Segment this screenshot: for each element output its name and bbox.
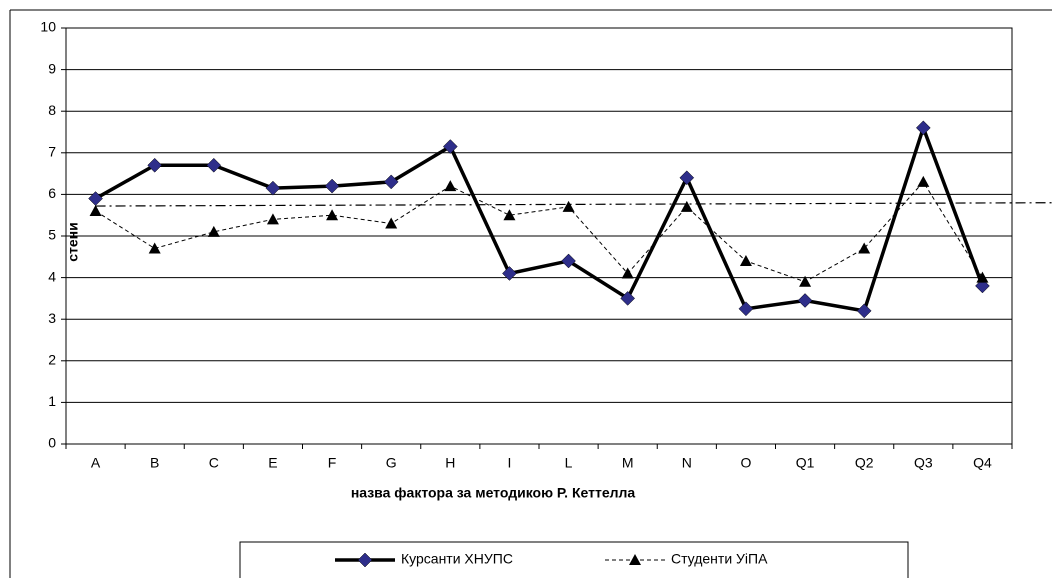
data-point	[89, 205, 102, 217]
x-tick-label: F	[328, 455, 337, 471]
y-tick-label: 8	[48, 102, 56, 118]
y-tick-label: 0	[48, 435, 56, 451]
y-tick-label: 2	[48, 352, 56, 368]
data-point	[799, 275, 812, 287]
legend-box	[239, 541, 909, 583]
x-tick-label: C	[209, 455, 219, 471]
x-tick-label: O	[740, 455, 751, 471]
x-tick-label: Q4	[973, 455, 992, 471]
data-point	[976, 271, 989, 283]
data-point	[503, 209, 516, 221]
y-tick-label: 7	[48, 144, 56, 160]
y-tick-label: 9	[48, 60, 56, 76]
x-tick-label: E	[268, 455, 277, 471]
x-tick-label: Q3	[914, 455, 933, 471]
data-point	[385, 217, 398, 229]
data-point	[88, 191, 103, 206]
series-line	[95, 181, 983, 283]
x-tick-label: Q1	[796, 455, 815, 471]
data-point	[502, 266, 517, 281]
x-tick-label: L	[565, 455, 573, 471]
x-tick-label: M	[622, 455, 634, 471]
series-line	[94, 122, 985, 313]
data-point	[680, 200, 693, 212]
y-axis-label: стени	[65, 222, 81, 262]
legend-label: Студенти УіПА	[671, 551, 768, 567]
data-point	[266, 213, 279, 225]
data-point	[207, 225, 220, 237]
y-tick-label: 3	[48, 310, 56, 326]
legend-label: Курсанти ХНУПС	[401, 551, 513, 567]
legend-marker	[357, 552, 373, 568]
data-point	[917, 175, 930, 187]
data-point	[856, 303, 872, 319]
y-tick-label: 10	[40, 19, 56, 35]
x-tick-label: I	[507, 455, 511, 471]
y-tick-label: 4	[48, 268, 56, 284]
data-point	[915, 120, 931, 136]
data-point	[797, 293, 813, 308]
x-tick-label: B	[150, 455, 159, 471]
y-tick-label: 1	[48, 393, 56, 409]
data-point	[738, 301, 754, 317]
x-tick-label: H	[445, 455, 455, 471]
data-point	[324, 178, 340, 194]
data-point	[858, 242, 871, 254]
x-tick-label: G	[386, 455, 397, 471]
data-point	[621, 267, 634, 279]
x-tick-label: N	[682, 455, 692, 471]
reference-line	[95, 202, 1052, 207]
x-tick-label: A	[91, 455, 101, 471]
data-point	[326, 209, 339, 221]
data-point	[739, 254, 752, 266]
data-point	[562, 200, 575, 212]
data-point	[620, 291, 636, 306]
data-point	[444, 180, 457, 192]
data-point	[206, 157, 222, 173]
data-point	[442, 139, 458, 154]
data-point	[561, 253, 576, 269]
data-point	[265, 180, 281, 196]
data-point	[148, 242, 161, 254]
legend-marker	[629, 554, 641, 565]
data-point	[383, 174, 399, 190]
x-axis-label: назва фактора за методикою Р. Кеттелла	[351, 485, 636, 501]
data-point	[147, 157, 163, 173]
x-tick-label: Q2	[855, 455, 874, 471]
y-tick-label: 5	[48, 227, 56, 243]
data-point	[679, 170, 695, 186]
y-tick-label: 6	[48, 185, 56, 201]
